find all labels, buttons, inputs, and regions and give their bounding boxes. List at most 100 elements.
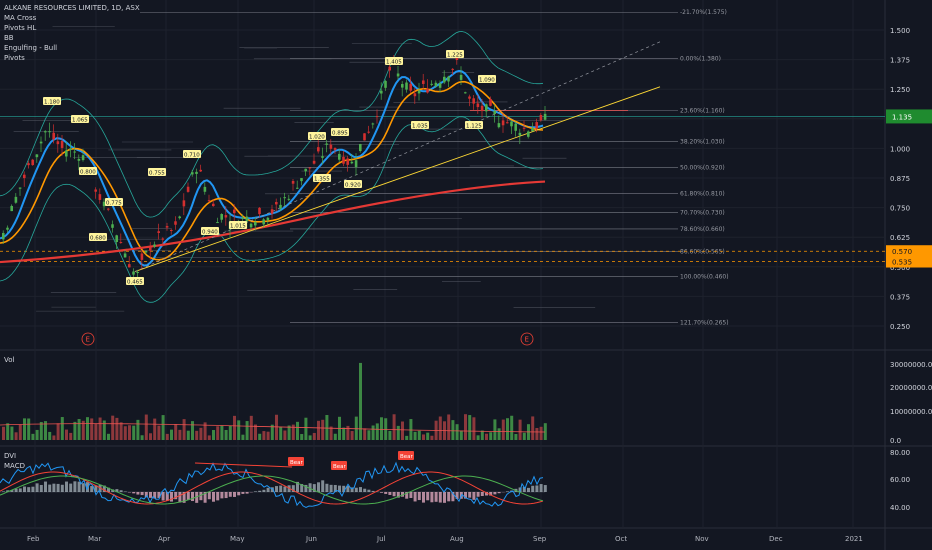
pivot-label: 0.800 xyxy=(80,170,96,176)
volume-bar xyxy=(279,426,283,440)
candle-body xyxy=(233,209,236,214)
volume-bar xyxy=(115,417,119,440)
pivot-label: 0.465 xyxy=(127,280,143,286)
volume-axis-label: 0.0 xyxy=(890,437,901,445)
pivot-label: 1.225 xyxy=(447,53,463,59)
volume-bar xyxy=(510,415,514,440)
macd-histogram-bar xyxy=(228,492,232,497)
time-label: Jul xyxy=(376,535,386,543)
macd-histogram-bar xyxy=(233,492,236,497)
macd-histogram-bar xyxy=(216,492,220,501)
volume-bar xyxy=(333,433,337,440)
fib-level-label: 78.60%(0.660) xyxy=(680,226,725,233)
candle-body xyxy=(291,180,295,184)
pivot-label-box xyxy=(478,75,496,83)
candle-body xyxy=(287,198,291,200)
macd-histogram-bar xyxy=(161,492,165,501)
candle-body xyxy=(363,133,366,141)
candle-body xyxy=(98,194,102,200)
macd-histogram-bar xyxy=(207,492,211,500)
candle-body xyxy=(531,127,534,132)
volume-bar xyxy=(304,417,308,440)
volume-bar xyxy=(258,433,262,440)
volume-bar xyxy=(350,431,354,440)
volume-bar xyxy=(111,415,115,440)
indicator-ma-cross[interactable]: MA Cross xyxy=(4,14,37,22)
price-label: 0.250 xyxy=(890,323,910,331)
macd-line xyxy=(0,475,544,505)
candle-body xyxy=(409,83,412,91)
macd-histogram-bar xyxy=(367,489,371,492)
candle-body xyxy=(111,224,114,228)
price-tag xyxy=(886,255,932,268)
candle-body xyxy=(195,171,198,174)
volume-bar xyxy=(543,423,547,440)
indicator-bb[interactable]: BB xyxy=(4,34,14,42)
candle-body xyxy=(426,88,429,93)
volume-bar xyxy=(107,433,110,440)
indicator-engulfing[interactable]: Engulfing - Bull xyxy=(4,44,58,52)
macd-histogram-bar xyxy=(90,486,94,492)
time-label: Apr xyxy=(158,535,170,543)
volume-bar xyxy=(359,362,362,440)
volume-label[interactable]: Vol xyxy=(4,356,15,364)
candle-body xyxy=(212,203,215,207)
macd-histogram-bar xyxy=(485,492,488,496)
candle-body xyxy=(249,223,253,228)
volume-bar xyxy=(86,417,89,440)
chart-legend: ALKANE RESOURCES LIMITED, 1D, ASX MA Cro… xyxy=(4,3,140,63)
indicator-pivots[interactable]: Pivots xyxy=(4,54,25,62)
candle-body xyxy=(23,174,26,179)
macd-histogram-bar xyxy=(186,492,190,500)
macd-histogram-bar xyxy=(153,492,157,499)
pivot-label: 0.920 xyxy=(345,183,361,189)
volume-bar xyxy=(426,432,430,440)
candle-body xyxy=(451,68,454,70)
symbol-title[interactable]: ALKANE RESOURCES LIMITED, 1D, ASX xyxy=(4,4,140,12)
macd-histogram-bar xyxy=(136,492,140,495)
volume-bar xyxy=(270,424,274,440)
candle-body xyxy=(94,189,97,192)
candle-body xyxy=(170,229,173,231)
earnings-event-icon[interactable] xyxy=(81,332,95,346)
candle-body xyxy=(207,200,211,202)
macd-histogram-bar xyxy=(497,492,501,494)
macd-histogram-bar xyxy=(333,484,337,492)
macd-histogram-bar xyxy=(44,481,47,492)
fib-level-label: 100.00%(0.460) xyxy=(680,273,729,280)
volume-bar xyxy=(18,424,22,440)
dvi-label[interactable]: DVI xyxy=(4,452,17,460)
volume-axis-label: 20000000.0 xyxy=(890,384,932,392)
volume-bar xyxy=(447,414,451,440)
macd-histogram-bar xyxy=(476,492,480,497)
pivot-label: 0.680 xyxy=(90,236,106,242)
pivot-label-box xyxy=(79,167,97,175)
price-tag-label: 0.570 xyxy=(892,248,912,256)
macd-histogram-bar xyxy=(359,487,362,492)
candle-body xyxy=(140,253,144,260)
candle-body xyxy=(2,233,5,240)
macd-histogram-bar xyxy=(39,484,43,492)
time-label: May xyxy=(230,535,244,543)
pivot-label: 1.035 xyxy=(412,124,428,130)
price-label: 1.000 xyxy=(890,145,910,153)
candle-body xyxy=(224,215,228,218)
pivot-label-box xyxy=(71,115,89,123)
volume-bar xyxy=(73,421,77,440)
indicator-pivots-hl[interactable]: Pivots HL xyxy=(4,24,37,32)
volume-bar xyxy=(518,419,522,440)
pivot-label-box xyxy=(465,121,483,129)
macd-histogram-bar xyxy=(539,484,543,492)
earnings-event-icon[interactable] xyxy=(520,332,534,346)
macd-label[interactable]: MACD xyxy=(4,462,25,470)
macd-histogram-bar xyxy=(178,492,182,503)
candle-body xyxy=(128,264,131,268)
volume-bar xyxy=(2,426,5,440)
price-label: 1.250 xyxy=(890,86,910,94)
macd-histogram-bar xyxy=(543,485,547,492)
macd-histogram-bar xyxy=(81,483,85,492)
candle-body xyxy=(401,84,404,88)
macd-histogram-bar xyxy=(417,492,421,501)
volume-bar xyxy=(438,416,442,440)
